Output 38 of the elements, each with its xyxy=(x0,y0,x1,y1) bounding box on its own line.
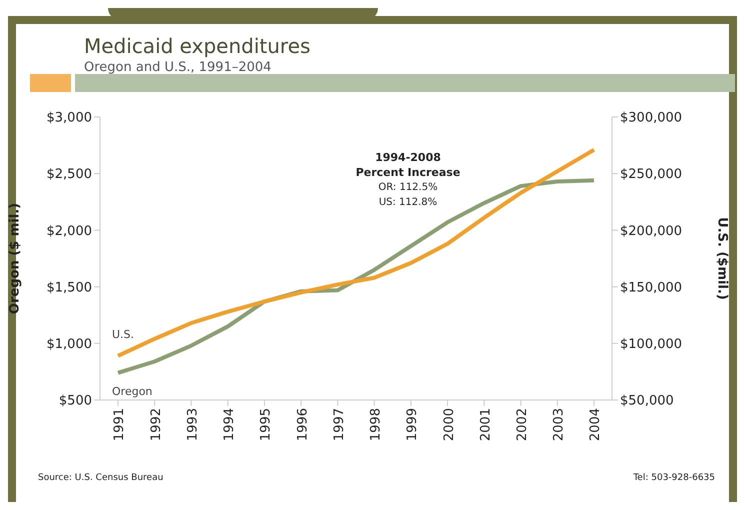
annotation: Percent Increase xyxy=(354,165,462,180)
y2-tick-label: $200,000 xyxy=(620,224,682,239)
y2-tick-label: $150,000 xyxy=(620,280,682,296)
y2-axis-title: U.S. ($mil.) xyxy=(714,217,730,300)
y-axis-title: Oregon ($ mil.) xyxy=(8,202,23,314)
y-tick-label: $2,500 xyxy=(46,167,92,182)
y-tick-label: $1,500 xyxy=(46,280,92,296)
x-tick-label: 1996 xyxy=(295,408,310,442)
annotation: 1994-2008 xyxy=(374,150,442,165)
annotation: US: 112.8% xyxy=(378,196,438,210)
x-tick-label: 1998 xyxy=(368,408,384,442)
y-tick-label: $500 xyxy=(58,394,92,409)
annotation: OR: 112.5% xyxy=(377,181,439,195)
x-tick-label: 2004 xyxy=(588,408,604,442)
x-tick-label: 1991 xyxy=(112,408,128,442)
series-label: Oregon xyxy=(112,384,152,398)
y-tick-label: $2,000 xyxy=(46,224,92,239)
x-tick-label: 1994 xyxy=(222,408,238,442)
x-tick-label: 2003 xyxy=(552,408,567,442)
x-tick-label: 2000 xyxy=(442,408,457,442)
x-tick-label: 2002 xyxy=(515,408,530,442)
x-tick-label: 1993 xyxy=(185,408,200,442)
source-note: Source: U.S. Census Bureau xyxy=(38,473,164,483)
x-tick-label: 1999 xyxy=(405,408,420,442)
x-tick-label: 2001 xyxy=(478,408,494,442)
y2-tick-label: $50,000 xyxy=(620,394,674,409)
y2-tick-label: $250,000 xyxy=(620,167,682,182)
chart-subtitle: Oregon and U.S., 1991–2004 xyxy=(84,60,272,75)
x-tick-label: 1995 xyxy=(258,408,274,442)
x-tick-label: 1992 xyxy=(148,408,164,442)
text: Tel: 503-928-6635 xyxy=(633,473,715,483)
y2-tick-label: $100,000 xyxy=(620,337,682,352)
series-label: U.S. xyxy=(112,328,134,341)
chart-title: Medicaid expenditures xyxy=(84,34,310,58)
x-tick-label: 1997 xyxy=(332,408,347,442)
y2-tick-label: $300,000 xyxy=(620,110,682,126)
y-tick-label: $3,000 xyxy=(46,110,92,126)
y-tick-label: $1,000 xyxy=(46,337,92,352)
